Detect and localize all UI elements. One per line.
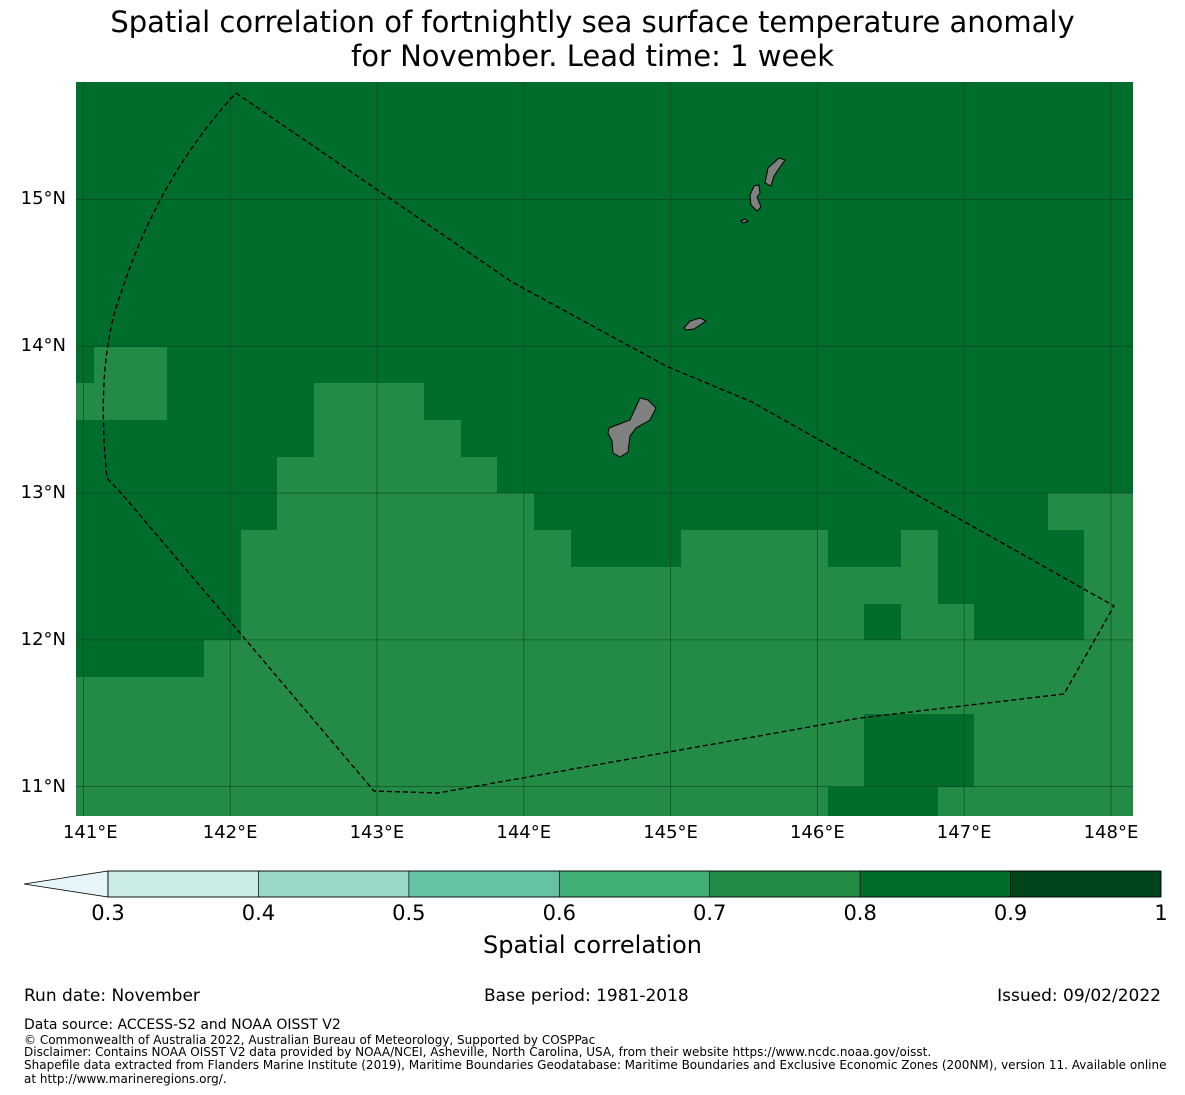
longitude-label: 147°E — [936, 822, 992, 843]
correlation-patch-high-2 — [864, 714, 974, 787]
correlation-region-west-edge — [76, 383, 94, 420]
longitude-label: 145°E — [643, 822, 698, 843]
latitude-label: 13°N — [20, 482, 66, 504]
shapefile-credit-line1: Shapefile data extracted from Flanders M… — [24, 1058, 1167, 1072]
disclaimer-text: Disclaimer: Contains NOAA OISST V2 data … — [24, 1045, 932, 1059]
island-saipan — [764, 157, 786, 187]
colorbar-segment — [709, 870, 861, 898]
eez-boundary-line — [102, 92, 1115, 794]
colorbar-segment — [859, 870, 1011, 898]
island-tinian — [749, 184, 762, 212]
issued-date: Issued: 09/02/2022 — [997, 986, 1161, 1006]
longitude-label: 144°E — [496, 822, 552, 843]
longitude-label: 148°E — [1083, 822, 1139, 843]
latitude-label: 11°N — [20, 775, 66, 797]
copyright-text: © Commonwealth of Australia 2022, Austra… — [24, 1033, 596, 1047]
chart-title-line1: Spatial correlation of fortnightly sea s… — [110, 5, 1075, 39]
colorbar-outline — [107, 870, 1162, 898]
island-rota — [683, 317, 707, 331]
colorbar-segment — [107, 870, 259, 898]
correlation-patch-high-3 — [828, 787, 938, 816]
colorbar-tick-label: 0.7 — [693, 901, 727, 925]
colorbar-segment — [408, 870, 560, 898]
latitude-label: 14°N — [20, 335, 66, 357]
islands — [607, 157, 786, 458]
base-period: Base period: 1981-2018 — [484, 986, 689, 1006]
colorbar-tick-label: 0.5 — [392, 901, 426, 925]
colorbar-extend-arrow — [23, 870, 109, 898]
correlation-region-west-patch — [94, 347, 167, 420]
data-source: Data source: ACCESS-S2 and NOAA OISST V2 — [24, 1017, 341, 1033]
longitude-label: 143°E — [349, 822, 405, 843]
colorbar-tick-label: 0.3 — [91, 901, 125, 925]
colorbar-segment — [258, 870, 410, 898]
colorbar-label: Spatial correlation — [482, 931, 703, 959]
correlation-patch-high-1 — [864, 604, 901, 640]
latitude-label: 15°N — [20, 188, 66, 210]
colorbar-tick-label: 0.9 — [993, 901, 1028, 925]
colorbar-tick-label: 0.6 — [542, 901, 576, 925]
chart-title-line2: for November. Lead time: 1 week — [351, 39, 834, 73]
longitude-label: 146°E — [789, 822, 845, 843]
latitude-label: 12°N — [20, 628, 66, 650]
map-panel — [76, 82, 1133, 816]
run-date: Run date: November — [24, 986, 200, 1006]
colorbar-tick-label: 0.4 — [241, 901, 276, 925]
longitude-label: 141°E — [62, 822, 118, 843]
island-guam — [607, 397, 657, 458]
gridlines — [76, 82, 1133, 816]
colorbar-tick-label: 0.8 — [843, 901, 877, 925]
correlation-region-0.7-0.8 — [76, 383, 1133, 816]
colorbar-segment — [1010, 870, 1162, 898]
colorbar-segment — [558, 870, 711, 898]
colorbar-tick-label: 1 — [1154, 901, 1168, 925]
island-aguijan — [740, 218, 750, 224]
shapefile-credit-line2: at http://www.marineregions.org/. — [24, 1072, 227, 1086]
colorbar — [23, 870, 1162, 898]
longitude-label: 142°E — [202, 822, 258, 843]
